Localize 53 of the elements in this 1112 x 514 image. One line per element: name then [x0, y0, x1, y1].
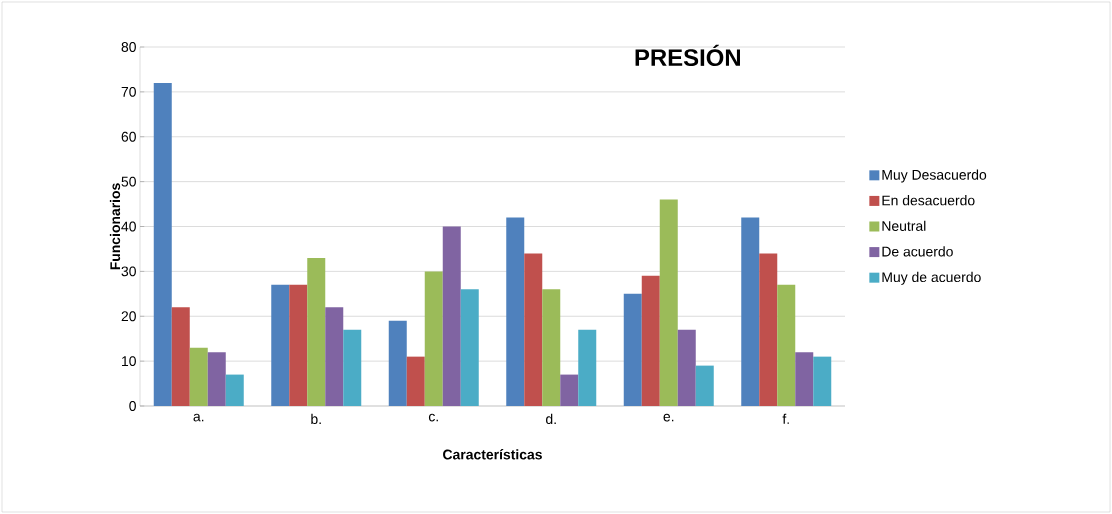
- legend-label: Muy Desacuerdo: [882, 169, 987, 183]
- legend-label: De acuerdo: [882, 246, 953, 257]
- x-tick-label: a.: [193, 413, 204, 422]
- y-tick-label: 40: [121, 221, 136, 232]
- bar: [659, 199, 678, 406]
- x-tick-label: e.: [663, 413, 674, 422]
- bar: [289, 284, 308, 406]
- bar: [225, 374, 244, 406]
- bar: [442, 226, 461, 406]
- bar: [460, 289, 479, 406]
- bar: [542, 289, 561, 406]
- y-tick-label: 30: [121, 266, 136, 277]
- bar: [578, 329, 597, 406]
- bar: [153, 82, 172, 406]
- bar: [560, 374, 579, 406]
- bar: [343, 329, 362, 406]
- y-tick-label: 10: [122, 356, 136, 367]
- y-tick-label: 0: [129, 401, 136, 411]
- legend-label: Neutral: [882, 220, 926, 231]
- bar: [171, 307, 190, 406]
- bar: [189, 347, 208, 406]
- bar: [506, 217, 525, 406]
- bar: [207, 352, 226, 406]
- bar: [813, 356, 832, 406]
- y-tick-label: 50: [121, 176, 136, 187]
- bar: [623, 293, 642, 406]
- bar: [795, 352, 814, 406]
- bar: [741, 217, 760, 406]
- chart-title: PRESIÓN: [635, 44, 740, 67]
- bar: [641, 275, 660, 406]
- bar: [524, 253, 543, 406]
- bar: [325, 307, 344, 406]
- y-tick-label: 70: [121, 86, 136, 97]
- y-axis-title: Funcionarios: [109, 183, 121, 270]
- x-tick-label: b.: [311, 413, 321, 425]
- bar: [424, 271, 443, 406]
- x-axis-title: Características: [443, 449, 542, 460]
- bar: [388, 320, 407, 406]
- bar: [759, 253, 778, 406]
- y-tick-label: 20: [121, 311, 136, 322]
- x-tick-label: d.: [546, 413, 556, 425]
- y-tick-label: 60: [121, 131, 136, 142]
- bar: [695, 365, 714, 406]
- x-tick-label: f.: [782, 413, 789, 424]
- y-tick-label: 80: [121, 42, 136, 52]
- legend-label: Muy de acuerdo: [882, 271, 981, 285]
- bar: [777, 284, 796, 406]
- bar: [307, 257, 326, 406]
- legend-label: En desacuerdo: [882, 195, 975, 206]
- bar: [677, 329, 696, 406]
- bar: [271, 284, 290, 406]
- x-tick-label: c.: [428, 413, 438, 422]
- bar: [406, 356, 425, 406]
